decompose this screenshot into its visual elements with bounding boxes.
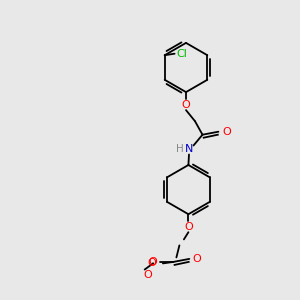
Text: O: O <box>192 254 201 264</box>
Text: H: H <box>176 144 184 154</box>
Text: N: N <box>185 144 193 154</box>
Text: O: O <box>143 270 152 280</box>
Text: O: O <box>148 257 157 267</box>
Text: O: O <box>182 100 190 110</box>
Text: O: O <box>148 258 156 268</box>
Text: Cl: Cl <box>176 49 187 59</box>
Text: O: O <box>222 127 231 137</box>
Text: O: O <box>184 222 193 232</box>
